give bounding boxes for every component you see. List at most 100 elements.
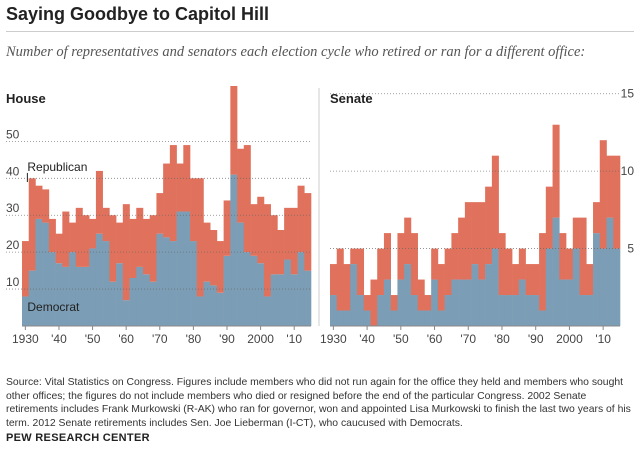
x-tick-label: '80 — [494, 332, 510, 346]
bar-democrat — [129, 278, 137, 326]
bar-republican — [437, 264, 445, 311]
bar-democrat — [336, 310, 344, 326]
bar-democrat — [304, 270, 312, 326]
bar-republican — [62, 211, 70, 267]
bar-republican — [370, 279, 378, 326]
bar-democrat — [350, 264, 358, 326]
bar-democrat — [149, 281, 157, 326]
bar-republican — [163, 163, 171, 238]
house-panel: House 10 20 30 40 50 1930 '40 '50 '60 '70 '80 '90 200… — [6, 86, 312, 346]
bar-republican — [169, 145, 177, 242]
bar-republican — [48, 218, 56, 253]
bar-democrat — [363, 310, 371, 326]
y-tick-label: 15 — [621, 87, 635, 101]
bar-republican — [518, 248, 526, 280]
bar-republican — [257, 196, 265, 264]
bar-democrat — [478, 279, 486, 326]
bar-democrat — [122, 300, 130, 326]
bar-democrat — [505, 295, 513, 326]
bar-republican — [485, 186, 493, 265]
bar-democrat — [22, 296, 30, 326]
bar-democrat — [485, 264, 493, 326]
bar-republican — [424, 295, 432, 311]
bar-democrat — [539, 310, 547, 326]
bar-democrat — [42, 222, 50, 326]
bar-republican — [532, 264, 540, 296]
bar-democrat — [377, 295, 385, 326]
bar-republican — [156, 193, 164, 234]
x-tick-label: '40 — [51, 332, 67, 346]
bar-republican — [196, 178, 204, 297]
bar-republican — [383, 233, 391, 280]
bar-republican — [572, 217, 580, 249]
y-tick-label: 40 — [6, 164, 20, 178]
bar-republican — [304, 193, 312, 271]
bar-democrat — [297, 252, 305, 326]
bar-democrat — [431, 279, 439, 326]
bar-democrat — [545, 248, 553, 326]
bar-republican — [539, 233, 547, 311]
bar-democrat — [424, 310, 432, 326]
bar-democrat — [599, 248, 607, 326]
bar-republican — [593, 202, 601, 234]
panel-title: Senate — [330, 91, 373, 106]
x-tick-label: '50 — [85, 332, 101, 346]
x-tick-label: '10 — [286, 332, 302, 346]
bar-democrat — [243, 252, 251, 326]
bar-republican — [471, 202, 479, 265]
bar-republican — [95, 170, 103, 234]
bar-democrat — [579, 295, 587, 326]
bar-republican — [149, 215, 157, 282]
x-tick-label: 1930 — [12, 332, 39, 346]
bar-republican — [210, 230, 218, 286]
x-tick-label: 1930 — [320, 332, 347, 346]
bar-democrat — [586, 295, 594, 326]
bar-republican — [512, 264, 520, 296]
bar-republican — [284, 207, 292, 260]
bar-republican — [404, 217, 412, 265]
bar-democrat — [532, 295, 540, 326]
bar-republican — [390, 295, 398, 311]
bar-democrat — [270, 274, 278, 326]
bar-democrat — [136, 266, 144, 326]
bar-republican — [579, 217, 587, 296]
y-tick-label: 5 — [627, 242, 634, 256]
bar-republican — [356, 248, 365, 296]
bar-republican — [444, 248, 452, 296]
bar-republican — [505, 248, 513, 296]
bar-republican — [290, 207, 298, 275]
bar-republican — [478, 202, 486, 280]
bar-democrat — [156, 233, 164, 326]
chart-title: Saying Goodbye to Capitol Hill — [6, 4, 270, 24]
credit-line: PEW RESEARCH CENTER — [6, 432, 150, 444]
bar-democrat — [397, 279, 405, 326]
bar-democrat — [290, 274, 298, 326]
bar-democrat — [142, 274, 150, 326]
y-tick-label: 10 — [621, 164, 635, 178]
bar-republican — [250, 204, 258, 256]
bar-democrat — [566, 279, 574, 326]
bar-republican — [350, 248, 358, 265]
bar-republican — [55, 233, 63, 264]
bar-republican — [230, 86, 238, 175]
bar-republican — [102, 207, 110, 242]
x-tick-label: '70 — [460, 332, 476, 346]
bar-democrat — [518, 279, 526, 326]
bar-democrat — [230, 174, 238, 326]
bar-republican — [343, 264, 351, 311]
x-tick-label: '80 — [186, 332, 202, 346]
bar-democrat — [471, 264, 479, 326]
y-tick-label: 30 — [6, 201, 20, 215]
bar-democrat — [491, 248, 499, 326]
y-tick-label: 20 — [6, 238, 20, 252]
bar-republican — [42, 189, 50, 223]
y-tick-label: 10 — [6, 275, 20, 289]
bar-democrat — [437, 310, 445, 326]
bar-republican — [431, 248, 439, 280]
x-tick-label: '90 — [528, 332, 544, 346]
bar-republican — [336, 248, 344, 311]
bar-democrat — [613, 248, 621, 326]
bar-democrat — [356, 295, 365, 326]
senate-panel: Senate 5 10 15 1930 '40 '50 '60 '70 '80 '90 2000 '10 — [320, 87, 634, 346]
republican-label: Republican — [27, 160, 87, 174]
